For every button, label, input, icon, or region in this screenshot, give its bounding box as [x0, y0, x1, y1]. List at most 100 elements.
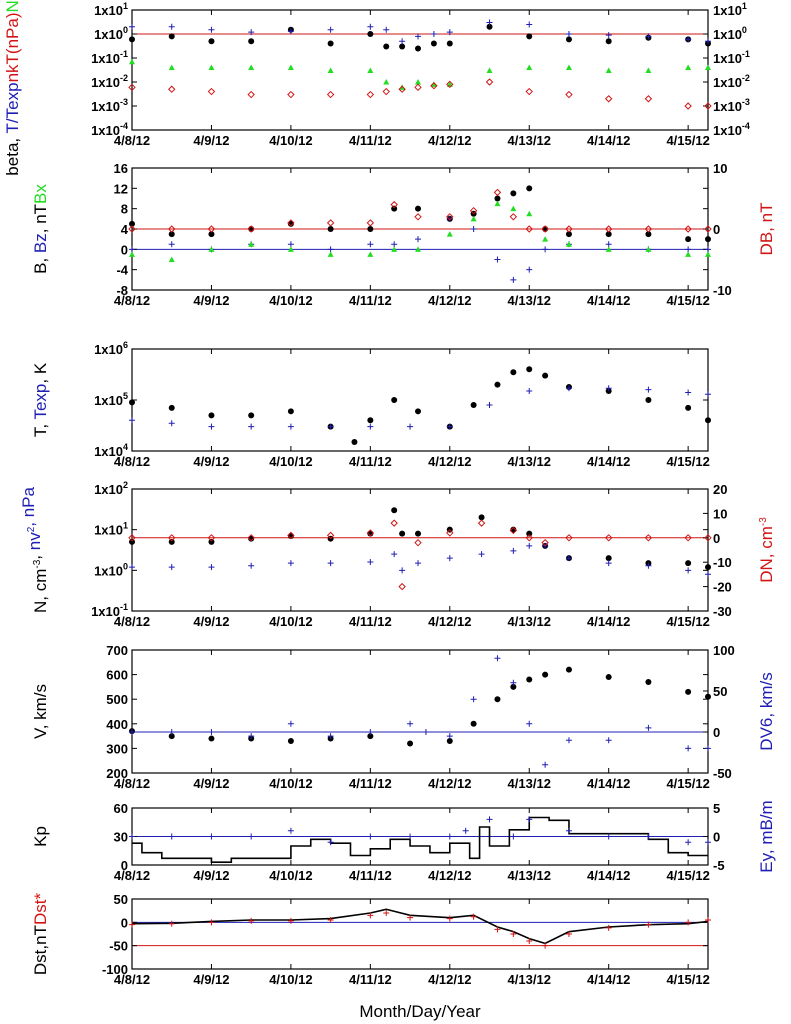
p2-b-mark — [565, 231, 572, 238]
p2-bx-mark — [287, 246, 294, 252]
p4-nv2-mark — [565, 555, 572, 562]
p2-bx-mark — [526, 210, 533, 217]
p1-beta-mark — [129, 36, 135, 43]
p1-na-np-mark — [486, 67, 493, 74]
p4-dn-mark — [168, 534, 176, 542]
p5-dv6-mark — [407, 720, 414, 727]
p2-bx-mark — [367, 251, 374, 257]
p2-db-mark — [604, 225, 613, 233]
p6-y-tick-label: 0 — [121, 858, 128, 873]
p6-ey-mark — [486, 816, 493, 823]
p1-t-texp-mark — [526, 21, 533, 28]
p1-right-tick-label: 1x10-2 — [713, 73, 750, 90]
p1-beta-mark — [605, 38, 612, 45]
p4-right-tick-label: -10 — [713, 555, 732, 570]
p1-t-texp-mark — [208, 26, 215, 33]
p3-texp-mark — [685, 389, 692, 396]
p4-n-mark — [168, 538, 175, 545]
p4-y-axis-label: N, cm-3, nv2, nPa — [19, 486, 50, 613]
p4-n-mark — [526, 530, 533, 537]
p2-b-mark — [526, 185, 533, 192]
p6-ey-mark — [407, 833, 414, 840]
p6-ey-mark — [605, 833, 612, 840]
p3-t-mark — [470, 401, 477, 408]
p5-dv6-mark — [248, 733, 255, 740]
p2-y-tick-label: 0 — [121, 242, 128, 257]
p2-y-tick-label: -4 — [116, 263, 128, 278]
p1-beta-mark — [383, 43, 390, 50]
p5-y-tick-label: 500 — [106, 692, 128, 707]
p1-t-texp-mark — [705, 38, 711, 45]
p4-y-tick-label: 1x102 — [94, 480, 128, 497]
p4-x-tick-label: 4/13/12 — [508, 614, 551, 629]
p3-x-tick-label: 4/14/12 — [587, 454, 630, 469]
p6-ey-mark — [168, 833, 175, 840]
p7-dst--mark — [168, 920, 175, 927]
p2-b-mark — [208, 231, 215, 238]
p2-right-tick-label: 10 — [713, 161, 727, 176]
p6-x-tick-label: 4/12/12 — [428, 868, 471, 883]
p4-dn-mark — [525, 534, 533, 542]
p2-bz-mark — [415, 236, 422, 243]
p3-texp-mark — [168, 420, 175, 427]
p1-na-np-mark — [367, 67, 374, 74]
p1-beta-mark — [399, 43, 406, 50]
p1-na-np-mark — [168, 64, 175, 71]
p6-x-tick-label: 4/8/12 — [114, 868, 150, 883]
x-axis-title: Month/Day/Year — [359, 1002, 481, 1021]
p1-x-tick-label: 4/9/12 — [193, 133, 229, 148]
p4-nv2-mark — [129, 564, 135, 571]
p4-dn-mark — [390, 519, 398, 527]
p4-n-mark — [478, 514, 485, 521]
p6-y-tick-label: 30 — [114, 830, 128, 845]
p2-db-mark — [469, 206, 478, 215]
p5-dv6-mark — [327, 733, 334, 740]
p1-beta-mark — [367, 31, 374, 37]
p1-nkt-npa--mark — [446, 80, 454, 89]
p1-x-tick-label: 4/14/12 — [587, 133, 630, 148]
p4-dn-mark — [247, 534, 255, 542]
p2-bx-mark — [446, 231, 453, 237]
p4-x-tick-label: 4/11/12 — [349, 614, 392, 629]
p1-t-texp-mark — [486, 19, 493, 26]
p5-x-tick-label: 4/10/12 — [269, 776, 312, 791]
p3-texp-mark — [645, 386, 652, 393]
p1-beta-mark — [526, 33, 533, 40]
p1-na-np-mark — [430, 81, 437, 87]
p1-y-tick-label: 1x10-4 — [91, 121, 128, 138]
p5-dv6-mark — [446, 733, 453, 740]
p2-b-mark — [685, 236, 692, 243]
p6-ey-mark — [287, 827, 294, 834]
p1-right-tick-label: 1x100 — [713, 25, 747, 42]
p2-bx-mark — [705, 251, 711, 257]
p1-na-np-mark — [287, 64, 294, 71]
p7-dst--mark — [446, 915, 453, 922]
p7-dst--mark — [248, 917, 255, 924]
p4-dn-mark — [565, 534, 573, 542]
p4-dn-mark — [398, 582, 406, 591]
p1-beta-mark — [248, 38, 255, 45]
p4-x-tick-label: 4/14/12 — [587, 614, 630, 629]
p6-ey-mark — [208, 833, 215, 840]
p4-nv2-mark — [248, 562, 255, 569]
p5-y-axis-label: V, km/s — [31, 684, 50, 739]
p1-nkt-npa--mark — [414, 83, 422, 92]
p3-x-tick-label: 4/10/12 — [269, 454, 312, 469]
p3-texp-mark — [287, 423, 294, 430]
p2-bz-mark — [129, 246, 135, 253]
p7-dst--mark — [367, 912, 374, 919]
p6-ey-mark — [462, 827, 469, 834]
p4-right-axis-label: DN, cm-3 — [757, 517, 776, 583]
p3-t-mark — [208, 412, 215, 419]
p1-t-texp-mark — [685, 36, 692, 43]
p3-t-mark — [415, 408, 422, 415]
p3-texp-mark — [367, 423, 374, 430]
p4-dn-mark — [326, 531, 335, 540]
p2-bz-mark — [168, 241, 175, 248]
p5-right-tick-label: 100 — [713, 643, 735, 658]
p1-nkt-npa--mark — [525, 87, 533, 96]
p2-bz-mark — [446, 215, 453, 222]
p4-nv2-mark — [685, 567, 692, 574]
p1-y-axis-label: beta, T/TexpnkT(nPa)Na/Np — [3, 0, 22, 176]
p1-right-tick-label: 1x10-1 — [713, 49, 750, 66]
